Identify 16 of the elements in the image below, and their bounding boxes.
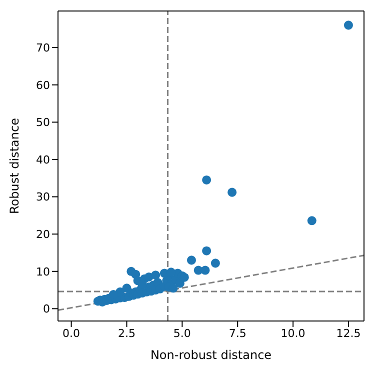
x-tick-label: 2.5	[118, 326, 136, 340]
x-tick-label: 7.5	[228, 326, 246, 340]
x-tick-label: 0.0	[62, 326, 80, 340]
x-tick-label: 5.0	[173, 326, 191, 340]
y-tick-label: 10	[36, 265, 50, 278]
x-tick-label: 12.5	[336, 326, 361, 340]
x-axis-title: Non-robust distance	[150, 348, 272, 362]
y-tick-label: 30	[36, 190, 50, 204]
y-axis-title: Robust distance	[7, 118, 22, 214]
y-tick-label: 40	[36, 153, 50, 166]
y-tick-label: 60	[36, 78, 50, 92]
y-tick-label: 50	[36, 116, 50, 130]
x-tick-label: 10.0	[280, 326, 306, 340]
y-tick-label: 20	[36, 228, 50, 241]
y-tick-label: 0	[43, 302, 50, 316]
y-tick-label: 70	[36, 41, 50, 54]
